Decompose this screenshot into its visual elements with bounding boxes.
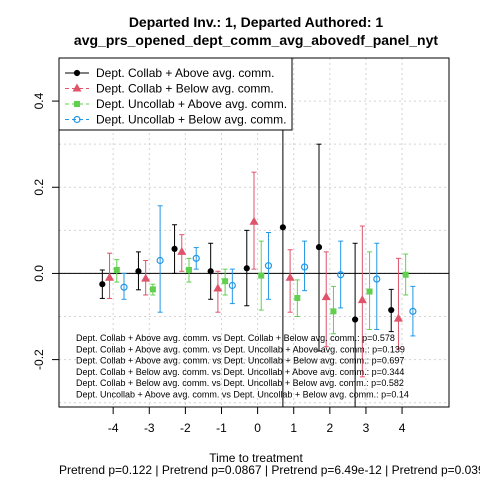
point-series-3: [222, 278, 229, 285]
p-value-annotation: Dept. Collab + Below avg. comm. vs Dept.…: [76, 367, 404, 377]
point-series-1: [99, 281, 106, 288]
legend-box: [58, 57, 293, 131]
point-series-4: [156, 256, 164, 265]
point-series-3: [258, 272, 265, 279]
p-value-annotation: Dept. Collab + Above avg. comm. vs Dept.…: [76, 344, 405, 354]
legend-marker: [74, 101, 80, 107]
x-tick-label: -1: [216, 421, 227, 435]
p-value-annotation: Dept. Collab + Below avg. comm. vs Dept.…: [76, 378, 404, 388]
point-series-2: [213, 283, 223, 292]
p-value-annotation: Dept. Collab + Above avg. comm. vs Dept.…: [76, 333, 395, 343]
x-tick-label: 3: [363, 421, 370, 435]
point-series-4: [409, 307, 417, 315]
chart-title: Departed Inv.: 1, Departed Authored: 1: [129, 14, 384, 30]
point-series-2: [141, 273, 151, 282]
point-estimates: [99, 216, 417, 323]
point-series-4: [373, 275, 381, 283]
x-axis: -4 -3 -2 -1 0 1 2 3 4: [108, 406, 406, 435]
y-tick-label: 0.2: [32, 179, 46, 196]
point-series-4: [120, 283, 128, 291]
legend-marker: [73, 69, 81, 77]
point-series-1: [135, 268, 142, 275]
x-axis-label: Time to treatment: [209, 451, 303, 465]
x-tick-label: -4: [108, 421, 119, 435]
point-series-4: [264, 262, 273, 270]
x-tick-label: 4: [399, 421, 406, 435]
y-axis: -0.2 0.0 0.2 0.4: [32, 92, 60, 370]
point-series-2: [285, 272, 295, 281]
p-value-annotation: Dept. Uncollab + Above avg. comm. vs Dep…: [76, 390, 409, 400]
point-series-2: [177, 246, 187, 255]
point-series-4: [192, 254, 200, 262]
point-series-1: [352, 316, 359, 323]
point-series-3: [402, 271, 409, 278]
point-series-4: [337, 271, 345, 279]
p-value-annotations: Dept. Collab + Above avg. comm. vs Dept.…: [76, 333, 409, 400]
pretrend-footer: Pretrend p=0.122 | Pretrend p=0.0867 | P…: [59, 463, 480, 477]
point-series-3: [149, 286, 156, 293]
legend-label: Dept. Collab + Above avg. comm.: [96, 66, 274, 80]
legend-marker: [73, 115, 81, 124]
y-tick-label: 0.0: [32, 265, 46, 282]
point-series-1: [171, 245, 178, 252]
legend-label: Dept. Uncollab + Above avg. comm.: [96, 97, 287, 111]
p-value-annotation: Dept. Collab + Above avg. comm. vs Dept.…: [76, 356, 404, 366]
x-tick-label: 0: [254, 421, 261, 435]
point-series-3: [113, 266, 120, 273]
point-series-1: [279, 224, 286, 231]
legend-marker: [72, 83, 82, 92]
point-series-2: [321, 292, 331, 301]
point-series-1: [315, 244, 323, 251]
y-tick-label: -0.2: [32, 349, 46, 370]
point-series-3: [366, 288, 373, 295]
point-series-1: [207, 268, 214, 275]
legend: Dept. Collab + Above avg. comm. Dept. Col…: [58, 57, 293, 131]
point-series-1: [388, 306, 395, 314]
point-series-2: [105, 272, 115, 281]
point-series-2: [357, 295, 367, 304]
point-series-3: [186, 266, 192, 273]
x-tick-label: -2: [180, 421, 191, 435]
chart-subtitle: avg_prs_opened_dept_comm_avg_abovedf_pan…: [74, 32, 438, 48]
point-series-4: [300, 263, 309, 271]
legend-label: Dept. Collab + Below avg. comm.: [96, 82, 274, 96]
legend-label: Dept. Uncollab + Below avg. comm.: [96, 113, 286, 127]
point-series-2: [249, 216, 259, 225]
x-tick-label: 2: [326, 421, 333, 435]
point-series-1: [243, 265, 250, 272]
x-tick-label: -3: [144, 421, 155, 435]
point-series-3: [294, 294, 301, 301]
point-series-2: [393, 313, 403, 322]
point-series-4: [228, 281, 236, 290]
x-tick-label: 1: [290, 421, 297, 435]
point-series-3: [330, 308, 337, 315]
y-tick-label: 0.4: [32, 92, 46, 109]
